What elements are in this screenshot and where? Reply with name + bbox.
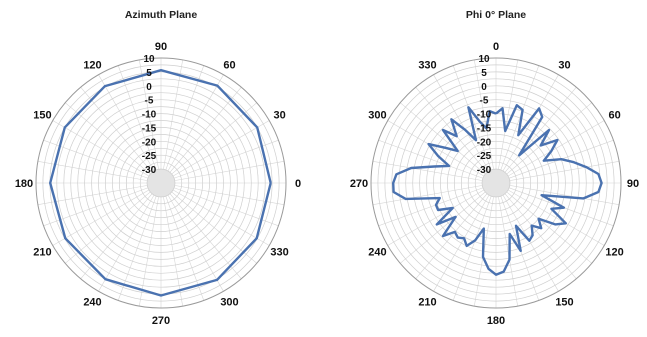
series-line	[392, 103, 603, 276]
center-disc	[146, 168, 176, 198]
radial-tick-label: 0	[146, 82, 152, 93]
chart-title: Phi 0° Plane	[466, 9, 526, 21]
angle-label: 0	[295, 178, 301, 190]
series-line	[49, 68, 272, 297]
angle-label: 120	[605, 247, 623, 259]
grid-ring	[460, 147, 532, 219]
radial-tick-label: -15	[477, 123, 492, 134]
grid-ring	[42, 64, 280, 302]
azimuth-plane-chart: Azimuth Plane 10 5 0 -5 -10 -15 -20 -25 -30 0 30 60 9…	[15, 9, 301, 327]
angle-label: 330	[418, 59, 436, 71]
radial-tick-label: -25	[477, 151, 492, 162]
radial-tick-label: -20	[477, 137, 492, 148]
grid-ring	[467, 154, 525, 212]
grid-ring	[118, 140, 204, 226]
grid-ring	[384, 71, 608, 295]
angle-label: 330	[270, 247, 288, 259]
grid-ring	[125, 147, 197, 219]
radial-tick-label: -10	[477, 110, 492, 121]
radial-tick-label: -15	[142, 123, 157, 134]
angle-label: 270	[350, 178, 368, 190]
grid-ring	[453, 140, 539, 226]
grid-ring	[398, 85, 594, 281]
phi-0-plane-chart: Phi 0° Plane 10 5 0 -5 -10 -15 -20 -25 -30 0 30 60 90…	[350, 9, 639, 327]
radial-tick-label: 10	[478, 54, 490, 65]
grid-ring	[412, 99, 580, 267]
grid-ring	[77, 99, 245, 267]
grid-ring	[391, 78, 601, 288]
grid-ring	[98, 120, 224, 246]
angle-label: 180	[15, 178, 33, 190]
grid-ring	[56, 78, 266, 288]
outer-ring	[35, 57, 287, 309]
grid-ring	[91, 113, 231, 253]
chart-title: Azimuth Plane	[125, 9, 198, 21]
radial-tick-label: -30	[477, 165, 492, 176]
angle-label: 90	[627, 178, 639, 190]
angle-label: 30	[558, 59, 570, 71]
angle-label: 240	[83, 297, 101, 309]
radial-tick-label: -10	[142, 110, 157, 121]
angle-label: 150	[555, 297, 573, 309]
grid-ring	[70, 92, 252, 274]
center-disc	[481, 168, 511, 198]
radial-tick-label: 5	[146, 68, 152, 79]
angle-label: 120	[83, 59, 101, 71]
grid-ring	[132, 154, 190, 212]
grid-ring	[105, 127, 217, 239]
outer-ring	[370, 57, 622, 309]
angle-label: 180	[487, 315, 505, 327]
radial-tick-label: -5	[480, 96, 489, 107]
grid-ring	[377, 64, 615, 302]
angle-label: 210	[418, 297, 436, 309]
radial-tick-label: 5	[481, 68, 487, 79]
radial-tick-label: -5	[145, 96, 154, 107]
radial-tick-label: -20	[142, 137, 157, 148]
grid-ring	[433, 120, 559, 246]
grid-ring	[112, 134, 210, 232]
angle-label: 90	[155, 41, 167, 53]
grid-ring	[139, 161, 183, 205]
angle-label: 0	[493, 41, 499, 53]
radial-tick-label: 0	[481, 82, 487, 93]
angle-label: 240	[368, 247, 386, 259]
angle-label: 150	[33, 110, 51, 122]
grid-ring	[63, 85, 259, 281]
angle-label: 210	[33, 247, 51, 259]
radial-tick-label: -25	[142, 151, 157, 162]
grid-ring	[84, 106, 238, 260]
grid-ring	[474, 161, 518, 205]
angle-label: 60	[223, 59, 235, 71]
angle-label: 300	[220, 297, 238, 309]
angle-label: 300	[368, 110, 386, 122]
radial-tick-label: 10	[143, 54, 155, 65]
grid-ring	[419, 106, 573, 260]
angle-label: 30	[273, 110, 285, 122]
grid-ring	[447, 134, 545, 232]
angle-label: 270	[152, 315, 170, 327]
radial-tick-label: -30	[142, 165, 157, 176]
grid-ring	[440, 127, 552, 239]
angle-label: 60	[608, 110, 620, 122]
